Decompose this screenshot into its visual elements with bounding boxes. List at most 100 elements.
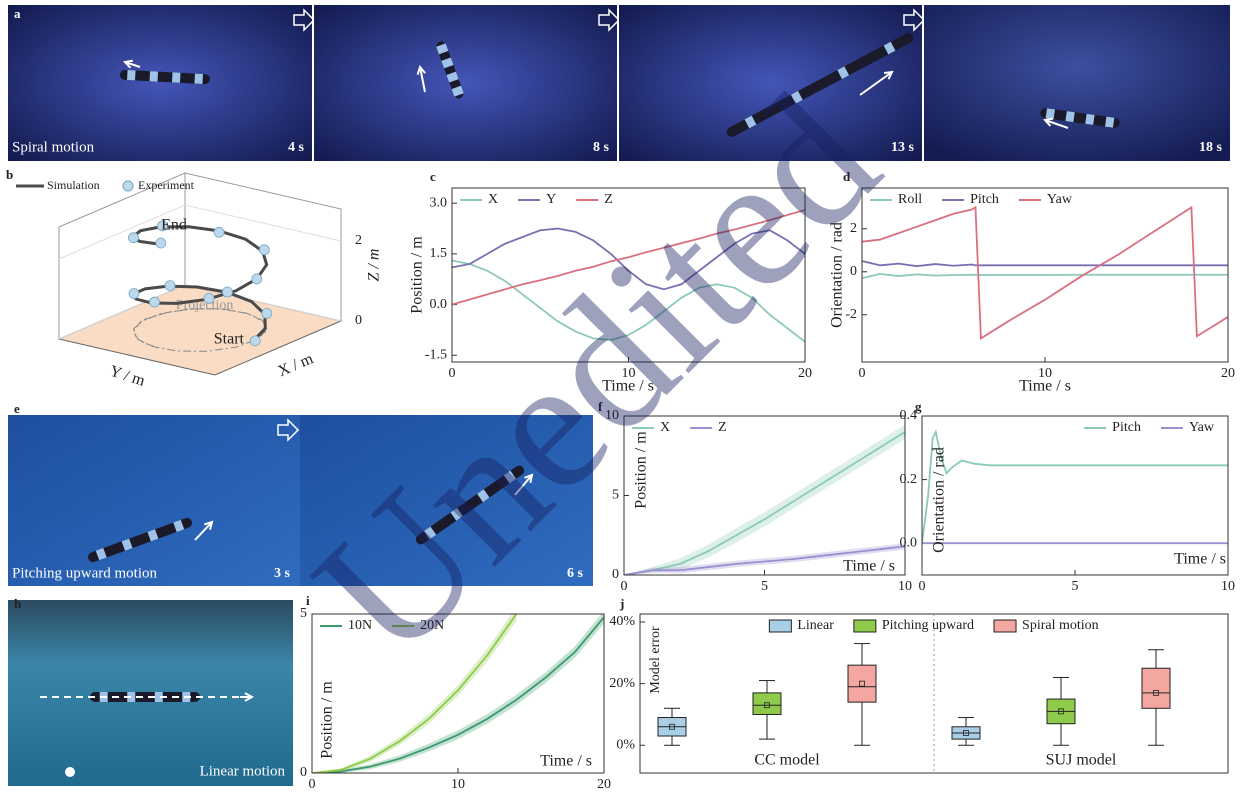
- experiment-point: [252, 274, 262, 284]
- experiment-point: [149, 297, 159, 307]
- legend-label: Yaw: [1189, 420, 1215, 435]
- photo-caption: Linear motion: [200, 763, 286, 779]
- legend-label: Pitch: [970, 192, 999, 207]
- legend: Pitch Yaw: [1084, 420, 1215, 435]
- y-tick-label: -2: [845, 307, 857, 322]
- robot-joint: [1105, 117, 1114, 128]
- photo-time: 8 s: [593, 140, 610, 155]
- line: [862, 207, 1228, 338]
- figure: 4 s8 s13 s18 saSpiral motion3 s6 sePitch…: [0, 0, 1244, 793]
- z-axis-label: Z / m: [366, 249, 383, 282]
- y-tick-label: 3.0: [430, 195, 448, 210]
- y-tick-label: 5: [300, 606, 307, 621]
- x-tick-label: 10: [898, 579, 912, 594]
- light: [65, 767, 75, 777]
- y-tick-label: 0%: [616, 737, 635, 752]
- panel-letter: h: [14, 596, 22, 611]
- y-tick-label: 20%: [609, 676, 635, 691]
- robot-joint: [194, 74, 203, 84]
- x-tick-label: 0: [621, 579, 628, 594]
- panel-letter: i: [306, 593, 310, 608]
- experiment-point: [250, 336, 260, 346]
- legend-label: Y: [546, 192, 556, 207]
- start-label: Start: [214, 331, 245, 348]
- x-tick-label: 20: [597, 777, 611, 792]
- y-axis-label: Position / m: [319, 681, 336, 759]
- z-tick-label: 2: [355, 233, 362, 248]
- photo: [924, 5, 1230, 161]
- photo-time: 6 s: [567, 566, 584, 581]
- y-axis-label: Y / m: [108, 363, 148, 390]
- experiment-point: [204, 293, 214, 303]
- experiment-point: [165, 281, 175, 291]
- x-tick-label: 10: [451, 777, 465, 792]
- robot-joint: [150, 71, 159, 81]
- experiment-point: [222, 287, 232, 297]
- legend-label: Z: [604, 192, 613, 207]
- experiment-point: [259, 245, 269, 255]
- photo: [8, 5, 312, 161]
- line: [862, 274, 1228, 278]
- panel-letter: j: [619, 596, 624, 611]
- legend-label: X: [488, 192, 498, 207]
- y-tick-label: 0: [300, 765, 307, 780]
- x-tick-label: 5: [761, 579, 768, 594]
- x-tick-label: 0: [919, 579, 926, 594]
- y-tick-label: 40%: [609, 614, 635, 629]
- x-tick-label: 5: [1072, 579, 1079, 594]
- line: [862, 261, 1228, 266]
- x-tick-label: 20: [1221, 366, 1235, 381]
- robot-joint: [1085, 114, 1094, 125]
- line: [922, 432, 1228, 543]
- group-label: SUJ model: [1046, 752, 1117, 769]
- x-axis-label: Time / s: [1174, 551, 1226, 568]
- x-tick-label: 0: [859, 366, 866, 381]
- robot-joint: [127, 70, 136, 80]
- experiment-point: [129, 233, 139, 243]
- experiment-point: [262, 308, 272, 318]
- legend-swatch: [994, 620, 1016, 632]
- y-tick-label: 1.5: [430, 246, 448, 261]
- robot-joint: [1046, 108, 1055, 119]
- x-tick-label: 10: [1221, 579, 1235, 594]
- robot-joint: [1065, 111, 1074, 122]
- legend-label: Z: [718, 420, 727, 435]
- x-tick-label: 20: [798, 366, 812, 381]
- x-axis-label: Time / s: [540, 753, 592, 770]
- z-tick-label: 0: [355, 313, 362, 328]
- legend: Simulation Experiment: [16, 178, 195, 192]
- legend-label: Simulation: [47, 178, 100, 192]
- experiment-point: [156, 238, 166, 248]
- photo-time: 13 s: [891, 140, 915, 155]
- photo-caption: Spiral motion: [12, 139, 95, 155]
- panel-letter: a: [14, 6, 21, 21]
- photo-caption: Pitching upward motion: [12, 565, 157, 581]
- y-axis-label: Position / m: [409, 236, 426, 314]
- y-tick-label: 0: [612, 567, 619, 582]
- photo-time: 3 s: [274, 566, 291, 581]
- x-tick-label: 0: [309, 777, 316, 792]
- robot-joint: [172, 72, 181, 82]
- x-axis-label: Time / s: [843, 558, 895, 575]
- x-axis-label: Time / s: [1019, 378, 1071, 395]
- legend-label: Yaw: [1047, 192, 1073, 207]
- y-tick-label: -1.5: [425, 347, 447, 362]
- box: [848, 665, 876, 702]
- legend-swatch: [854, 620, 876, 632]
- y-tick-label: 0.2: [900, 472, 918, 487]
- experiment-point: [214, 227, 224, 237]
- legend-label: Experiment: [138, 178, 195, 192]
- panel-letter: c: [430, 169, 436, 184]
- panel-letter: e: [14, 401, 20, 416]
- legend-label: Pitching upward: [882, 618, 974, 633]
- y-tick-label: 0.0: [900, 535, 918, 550]
- y-axis-label: Orientation / rad: [931, 447, 948, 553]
- legend-label: Linear: [797, 618, 834, 633]
- legend-label: Pitch: [1112, 420, 1141, 435]
- panel-letter: b: [6, 167, 13, 182]
- grid-line: [59, 205, 341, 259]
- photo: [314, 5, 617, 161]
- photo: [8, 415, 300, 586]
- end-label: End: [161, 217, 187, 234]
